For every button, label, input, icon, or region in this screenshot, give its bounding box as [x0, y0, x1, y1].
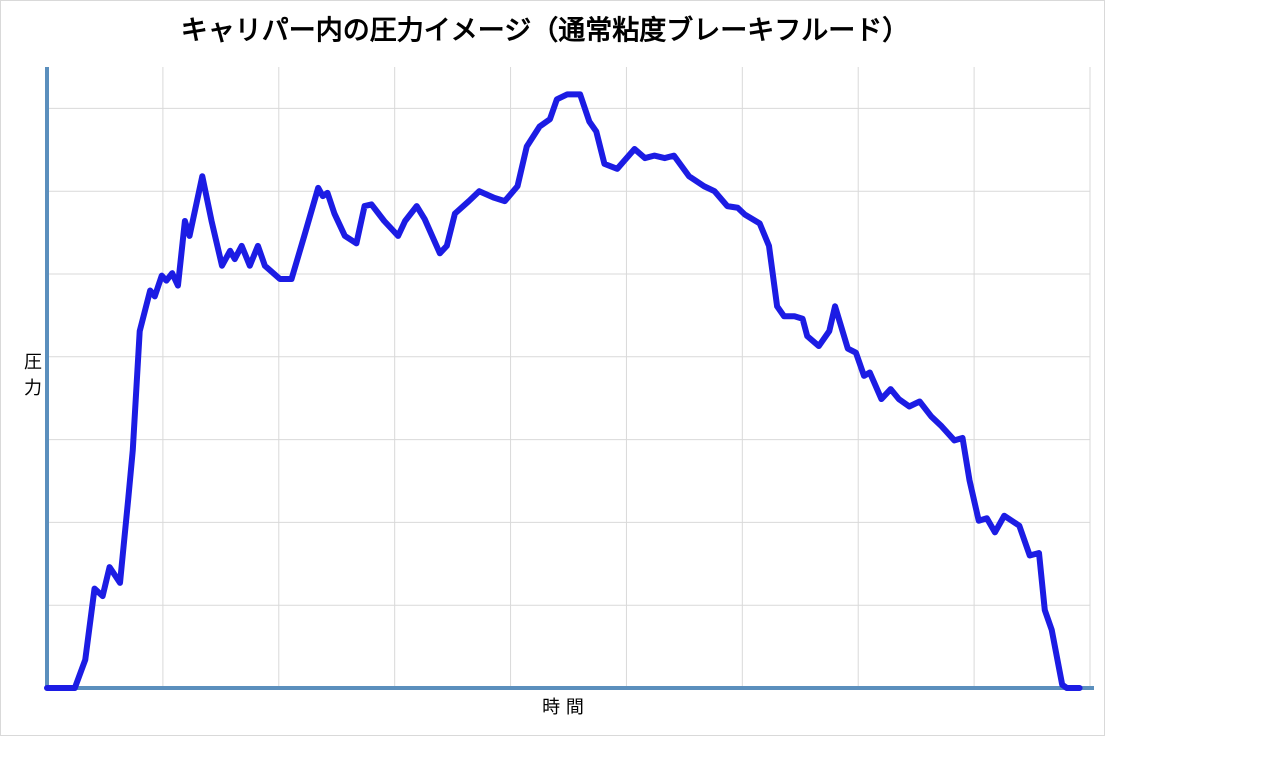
chart-frame	[0, 0, 1105, 736]
x-axis-label: 時 間	[542, 697, 584, 718]
data-line	[44, 91, 1083, 691]
chart-title: キャリパー内の圧力イメージ（通常粘度ブレーキフルード）	[181, 15, 909, 47]
y-axis-label: 圧力	[21, 352, 42, 404]
